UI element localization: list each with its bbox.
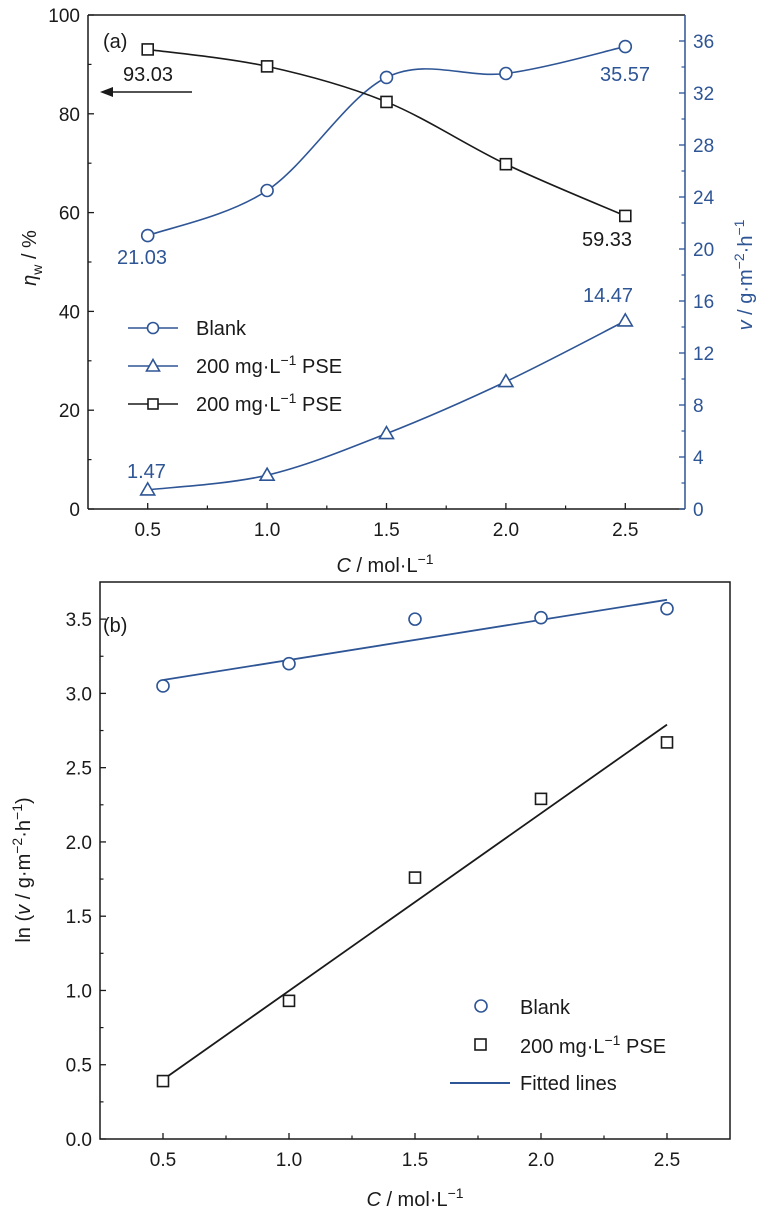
panel-b-point-0-4 xyxy=(660,601,674,616)
panel-b-x-tick-label: 1.0 xyxy=(276,1150,302,1171)
legend-a-pse-rate: 200 mg·L−1 PSE xyxy=(128,352,342,378)
panel-a-point-2-2 xyxy=(380,95,393,109)
panel-b: 0.5 1.0 1.5 2.0 2.5 0.0 0.5 1.0 1.5 2.0 2.5 3.0 3.5 xyxy=(66,581,731,1171)
panel-b-y-tick-label: 3.0 xyxy=(66,684,92,705)
panel-a-y-right-tick-label: 24 xyxy=(693,188,715,209)
panel-a-point-1-2 xyxy=(378,425,395,440)
panel-a-x-tick-label: 1.0 xyxy=(254,520,280,541)
panel-b-y-tick-label: 2.5 xyxy=(66,759,92,780)
panel-a-point-1-0 xyxy=(139,481,157,496)
panel-a-point-1-3 xyxy=(497,373,515,388)
panel-a-xlabel: C / mol·L−1 xyxy=(336,551,433,577)
panel-a-y-left-tick-label: 100 xyxy=(48,6,80,27)
panel-b-point-0-3 xyxy=(534,610,548,625)
panel-b-point-0-0 xyxy=(156,679,170,693)
panel-a-x-tick-label: 2.5 xyxy=(612,520,638,541)
panel-a-y-right-tick-label: 20 xyxy=(693,240,714,261)
panel-a-legend: Blank 200 mg·L−1 PSE 200 mg·L−1 PSE xyxy=(128,318,342,416)
panel-a-ylabel-left: ηw / % xyxy=(19,230,45,286)
annotation-1-47: 1.47 xyxy=(127,461,166,483)
panel-b-xlabel: C / mol·L−1 xyxy=(366,1185,463,1211)
legend-b-fitted: Fitted lines xyxy=(450,1073,617,1095)
panel-b-fit-line-0 xyxy=(162,598,668,681)
panel-a-point-1-1 xyxy=(258,466,276,482)
panel-b-point-1-4 xyxy=(660,736,674,749)
panel-a-point-0-4 xyxy=(618,39,633,54)
panel-a-x-tick-label: 2.0 xyxy=(493,520,519,541)
panel-b-label: (b) xyxy=(103,615,127,637)
legend-a-pse-efficiency: 200 mg·L−1 PSE xyxy=(128,390,342,416)
panel-b-point-0-1 xyxy=(282,656,296,671)
panel-a-point-0-3 xyxy=(499,66,513,81)
panel-b-x-tick-label: 2.0 xyxy=(528,1150,554,1171)
panel-b-legend: Blank 200 mg·L−1 PSE Fitted lines xyxy=(450,997,666,1095)
svg-text:Blank: Blank xyxy=(196,318,247,340)
panel-a-y-right-tick-label: 36 xyxy=(693,32,714,53)
panel-b-y-tick-label: 0.5 xyxy=(66,1056,92,1077)
panel-a-y-left-tick-label: 20 xyxy=(59,401,80,422)
panel-a-y-right-tick-label: 16 xyxy=(693,292,714,313)
svg-text:Fitted lines: Fitted lines xyxy=(520,1073,617,1095)
panel-a-y-right-tick-label: 0 xyxy=(693,500,704,521)
panel-a-point-0-0 xyxy=(140,228,155,243)
panel-a-y-right-tick-label: 8 xyxy=(693,396,704,417)
panel-b-y-tick-label: 0.0 xyxy=(66,1130,92,1151)
panel-a-label: (a) xyxy=(103,31,127,53)
svg-text:Blank: Blank xyxy=(520,997,571,1019)
panel-b-y-tick-label: 2.0 xyxy=(66,833,92,854)
panel-a: 0.5 1.0 1.5 2.0 2.5 0 20 40 60 80 100 0 4 8 12 16 20 24 28… xyxy=(48,6,714,541)
panel-b-point-1-0 xyxy=(156,1074,170,1088)
annotation-21-03: 21.03 xyxy=(117,247,167,269)
panel-a-x-tick-label: 1.5 xyxy=(373,520,399,541)
left-axis-arrow xyxy=(100,87,192,97)
panel-a-y-left-tick-label: 0 xyxy=(69,500,80,521)
svg-text:200 mg·L−1 PSE: 200 mg·L−1 PSE xyxy=(196,390,342,416)
annotation-93-03: 93.03 xyxy=(123,64,173,86)
panel-a-y-left-tick-label: 60 xyxy=(59,204,80,225)
annotation-14-47: 14.47 xyxy=(583,285,633,307)
panel-b-point-0-2 xyxy=(408,612,422,626)
panel-b-y-tick-label: 1.5 xyxy=(66,907,92,928)
panel-b-ylabel: ln (v / g·m−2·h−1) xyxy=(9,797,35,942)
annotation-35-57: 35.57 xyxy=(600,64,650,86)
panel-a-y-right-tick-label: 12 xyxy=(693,344,714,365)
panel-a-y-right-tick-label: 32 xyxy=(693,84,714,105)
panel-a-point-2-0 xyxy=(141,43,154,56)
panel-b-y-tick-label: 3.5 xyxy=(66,610,92,631)
panel-b-y-tick-label: 1.0 xyxy=(66,981,92,1002)
panel-b-fit-line-1 xyxy=(162,723,668,1081)
legend-b-blank: Blank xyxy=(474,997,571,1019)
panel-b-x-tick-label: 2.5 xyxy=(654,1150,680,1171)
svg-text:200 mg·L−1 PSE: 200 mg·L−1 PSE xyxy=(520,1032,666,1058)
legend-a-blank: Blank xyxy=(128,318,247,340)
panel-a-y-left-tick-label: 80 xyxy=(59,105,80,126)
annotation-59-33: 59.33 xyxy=(582,229,632,251)
panel-a-y-right-tick-label: 4 xyxy=(693,448,704,469)
panel-b-point-1-2 xyxy=(408,871,422,884)
legend-b-pse: 200 mg·L−1 PSE xyxy=(474,1032,666,1058)
panel-a-ylabel-right: v / g·m−2·h−1 xyxy=(731,219,757,330)
panel-a-point-0-2 xyxy=(379,70,394,85)
panel-b-point-1-3 xyxy=(534,792,548,806)
panel-a-point-1-4 xyxy=(616,312,634,327)
panel-a-point-2-1 xyxy=(260,60,274,73)
panel-b-point-1-1 xyxy=(282,994,296,1008)
panel-a-point-2-3 xyxy=(499,157,513,171)
svg-text:200 mg·L−1 PSE: 200 mg·L−1 PSE xyxy=(196,352,342,378)
panel-a-x-tick-label: 0.5 xyxy=(134,520,160,541)
panel-b-x-tick-label: 1.5 xyxy=(402,1150,428,1171)
panel-a-y-left-tick-label: 40 xyxy=(59,302,80,323)
panel-a-y-right-tick-label: 28 xyxy=(693,136,714,157)
panel-a-point-0-1 xyxy=(260,183,274,198)
panel-a-point-2-4 xyxy=(618,209,632,223)
panel-b-x-tick-label: 0.5 xyxy=(150,1150,176,1171)
